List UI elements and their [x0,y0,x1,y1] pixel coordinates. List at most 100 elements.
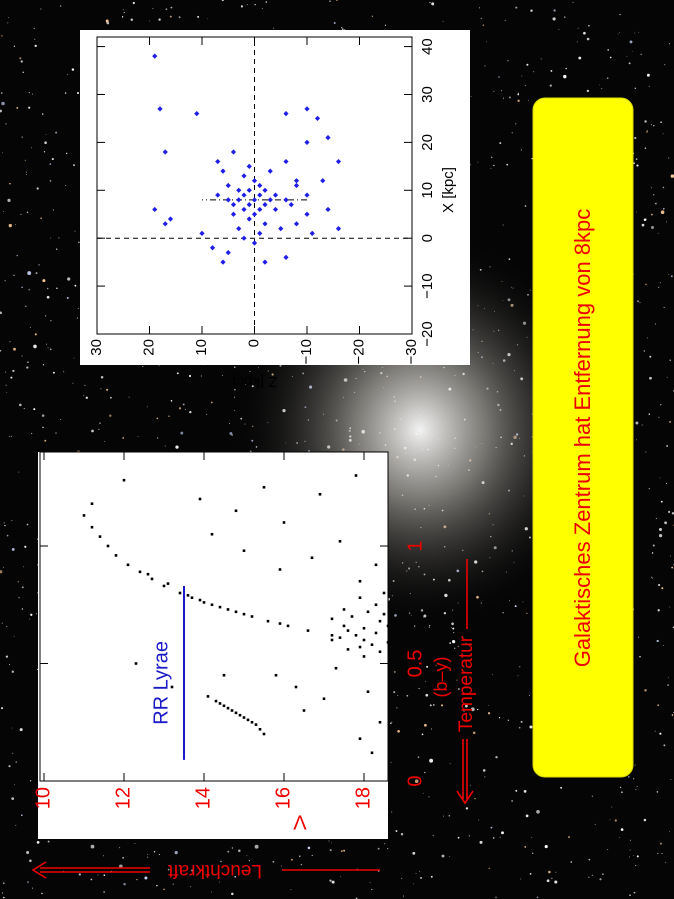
y-axis-label: V [293,811,307,833]
point [150,577,154,581]
star [645,283,647,286]
star [5,384,7,386]
star [64,92,67,94]
star [635,865,637,867]
star [26,211,29,213]
star [130,18,134,21]
star [418,687,420,690]
x-tick-label: 40 [419,38,436,55]
star [17,581,19,583]
star [449,856,451,857]
point [257,206,263,213]
star [63,371,65,373]
star [16,106,19,109]
star [109,414,112,417]
star [49,180,52,182]
star [158,853,161,856]
star [425,693,429,697]
point [198,497,202,501]
point [230,709,234,712]
star [412,851,416,855]
y-tick-label: 14 [192,787,214,809]
point [236,187,242,193]
point [304,192,310,198]
star [493,91,495,93]
star [669,43,670,45]
star [620,828,624,831]
point [98,535,102,538]
point [242,612,246,616]
point [370,751,374,755]
star [588,24,590,27]
point [342,608,346,611]
star [234,875,237,878]
point [346,629,350,632]
star [331,842,332,844]
x-tick-label: 0.5 [404,650,426,678]
star [11,727,13,729]
x-tick-label: −10 [419,273,436,298]
star [607,849,609,850]
point [278,622,282,625]
star [123,882,126,886]
star [429,758,434,763]
star [515,6,518,9]
star [656,791,659,793]
point [350,615,354,618]
star [1,101,5,106]
star [609,56,612,59]
star [24,159,26,162]
star [206,413,208,416]
point [374,603,378,607]
star [523,790,527,793]
star [644,689,647,692]
point [318,493,322,496]
point [220,168,226,174]
star [178,16,181,19]
annotation-label: RR Lyrae [150,641,172,725]
star [128,396,130,398]
point [222,673,226,677]
star [482,24,485,26]
star [662,208,665,210]
star [529,725,533,729]
star [102,855,104,857]
star [123,11,125,13]
x-tick-label: 30 [419,86,436,103]
star [457,836,460,839]
star [499,142,502,145]
star [246,4,248,5]
star [5,371,7,373]
x-axis-label: X [kpc] [440,167,457,213]
star [4,524,6,527]
star [528,695,531,697]
point [170,685,174,689]
point [330,634,334,637]
star [84,384,86,386]
star [231,847,234,849]
star [563,74,567,79]
star [451,627,453,629]
star [184,408,186,410]
star [491,156,493,158]
point [138,570,142,574]
star [504,20,506,22]
point [251,211,258,217]
star [13,45,16,47]
star [588,858,591,861]
star [307,846,311,850]
star [50,348,52,350]
point [283,254,289,260]
star [568,836,570,839]
star [417,756,420,758]
star [27,271,32,276]
star [432,834,434,836]
point [362,638,366,642]
star [73,357,75,359]
star [190,886,192,888]
star [484,776,486,778]
star [6,392,8,393]
star [35,272,38,275]
star [586,89,590,93]
star [507,60,509,62]
